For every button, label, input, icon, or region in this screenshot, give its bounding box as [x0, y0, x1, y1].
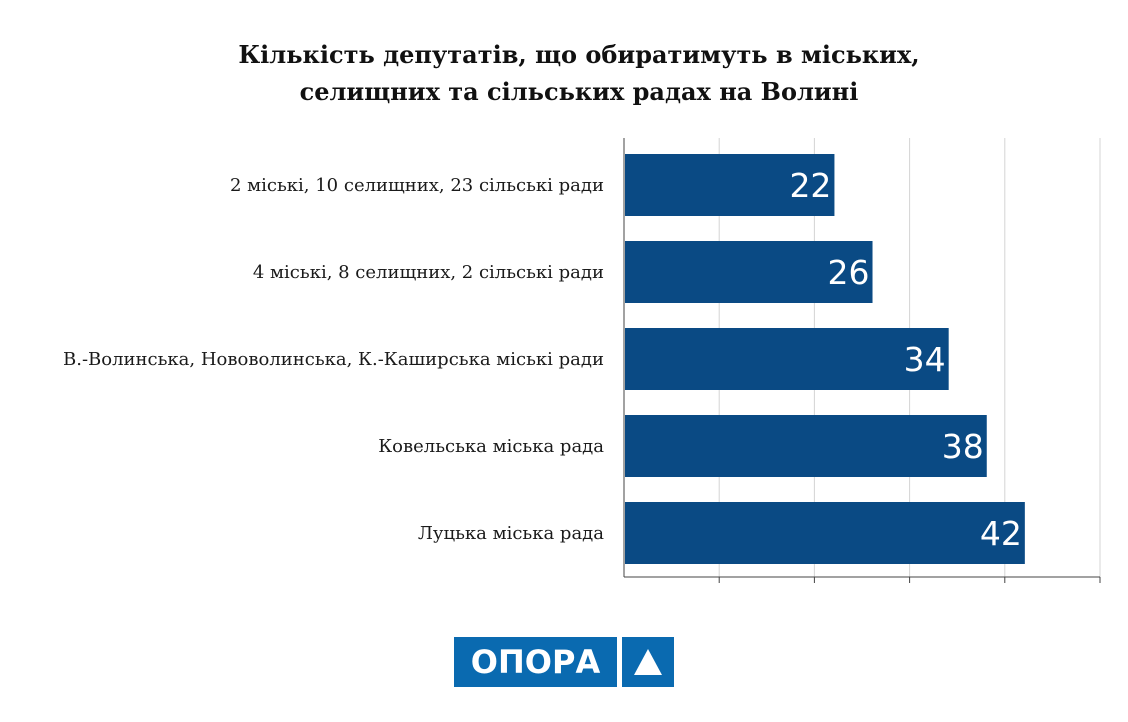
bar	[625, 415, 987, 477]
triangle-icon	[622, 637, 674, 687]
bar	[625, 154, 835, 216]
category-label: 4 міські, 8 селищних, 2 сільські ради	[253, 262, 604, 283]
data-label: 26	[828, 253, 870, 292]
bar	[625, 241, 873, 303]
bar	[625, 328, 949, 390]
category-label: Луцька міська рада	[418, 523, 604, 544]
chart-title: Кількість депутатів, що обиратимуть в мі…	[0, 36, 1128, 110]
chart-title-line-1: Кількість депутатів, що обиратимуть в мі…	[238, 40, 920, 69]
chart-title-line-2: селищних та сільських радах на Волині	[299, 77, 859, 106]
data-label: 22	[789, 166, 831, 205]
category-label: Ковельська міська рада	[378, 436, 604, 457]
data-label: 34	[904, 340, 946, 379]
category-label: 2 міські, 10 селищних, 23 сільські ради	[230, 175, 604, 196]
data-label: 38	[942, 427, 984, 466]
category-label: В.-Волинська, Нововолинська, К.-Каширськ…	[63, 349, 604, 370]
logo-text: ОПОРА	[454, 637, 617, 687]
data-label: 42	[980, 514, 1022, 553]
bar	[625, 502, 1025, 564]
bar-chart: 22 2 міські, 10 селищних, 23 сільські рад…	[63, 138, 1101, 583]
opora-logo: ОПОРА	[454, 637, 674, 687]
